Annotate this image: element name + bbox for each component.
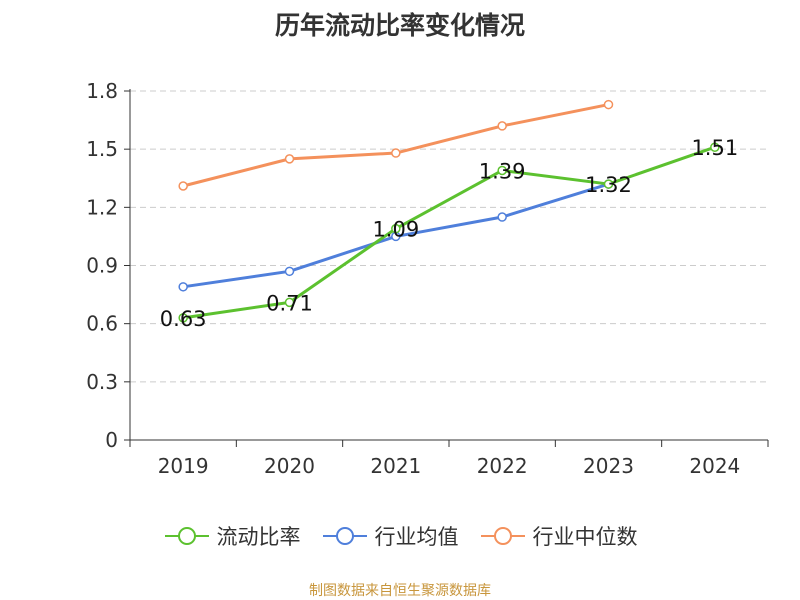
legend-label: 行业中位数 bbox=[532, 525, 638, 549]
y-tick-label: 0 bbox=[105, 428, 118, 452]
x-tick-label: 2022 bbox=[477, 454, 528, 478]
y-tick-label: 1.8 bbox=[86, 79, 118, 103]
chart-title: 历年流动比率变化情况 bbox=[274, 11, 525, 40]
y-tick-label: 0.3 bbox=[86, 370, 118, 394]
data-label: 0.71 bbox=[266, 291, 313, 315]
data-point bbox=[497, 165, 507, 176]
data-label: 0.63 bbox=[160, 307, 207, 331]
data-point bbox=[391, 223, 401, 234]
source-label: 制图数据来自恒生聚源数据库 bbox=[309, 583, 491, 599]
y-tick-label: 1.2 bbox=[86, 195, 118, 219]
x-tick-label: 2021 bbox=[370, 454, 421, 478]
x-tick-label: 2023 bbox=[583, 454, 634, 478]
data-point bbox=[284, 266, 295, 277]
data-label: 1.09 bbox=[372, 218, 419, 242]
data-point bbox=[391, 148, 401, 158]
legend-marker-icon bbox=[164, 527, 209, 545]
data-point bbox=[710, 142, 720, 152]
legend-marker-icon bbox=[322, 527, 367, 545]
x-tick-label: 2024 bbox=[689, 454, 740, 478]
data-point bbox=[178, 313, 188, 323]
data-point bbox=[284, 297, 295, 308]
data-point bbox=[497, 212, 507, 222]
data-label: 1.32 bbox=[585, 173, 632, 197]
data-label: 1.51 bbox=[691, 136, 738, 160]
series-line bbox=[182, 145, 716, 320]
data-point bbox=[284, 154, 295, 164]
legend-label: 流动比率 bbox=[216, 525, 301, 549]
y-tick-label: 0.6 bbox=[86, 312, 118, 336]
y-tick-label: 1.5 bbox=[86, 137, 118, 161]
x-tick-label: 2020 bbox=[264, 454, 315, 478]
data-point bbox=[178, 181, 188, 191]
data-label: 1.39 bbox=[479, 159, 526, 183]
data-point bbox=[603, 99, 614, 110]
legend-item[interactable]: 行业均值 bbox=[321, 521, 459, 551]
data-point bbox=[497, 121, 507, 131]
legend-item[interactable]: 行业中位数 bbox=[479, 521, 638, 551]
legend-label: 行业均值 bbox=[374, 525, 459, 549]
data-point bbox=[178, 282, 188, 292]
x-tick-label: 2019 bbox=[158, 454, 209, 478]
legend-marker-icon bbox=[480, 527, 525, 545]
series-line bbox=[182, 103, 609, 188]
chart-legend: 流动比率 行业均值 行业中位数 bbox=[0, 519, 800, 553]
data-point bbox=[603, 179, 614, 189]
legend-item[interactable]: 流动比率 bbox=[163, 521, 301, 551]
y-tick-label: 0.9 bbox=[86, 254, 118, 278]
